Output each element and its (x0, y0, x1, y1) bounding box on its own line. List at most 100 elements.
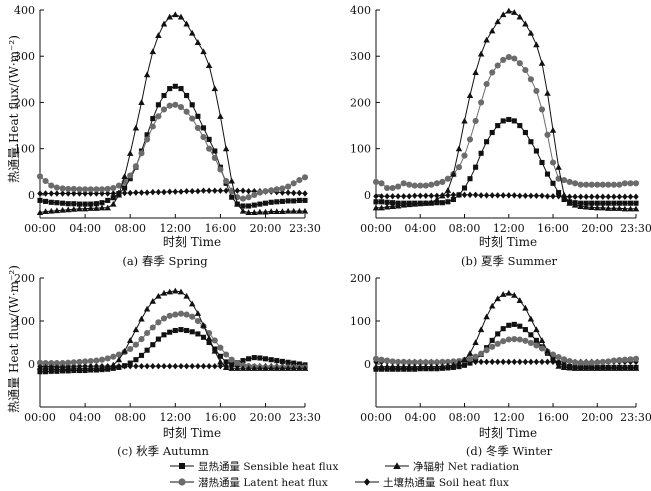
panel-caption: (d) 冬季 Winter (466, 444, 553, 458)
diamond-point (183, 362, 190, 370)
diamond-point (605, 193, 612, 200)
diamond-point (178, 362, 184, 370)
y-tick-label: 100 (14, 143, 35, 156)
x-tick-label: 00:00 (24, 222, 56, 235)
circle-point (217, 166, 224, 173)
circle-point (561, 356, 568, 363)
triangle-point (538, 59, 546, 66)
triangle-point (505, 7, 513, 14)
circle-point (544, 131, 551, 138)
circle-point (48, 182, 55, 189)
square-point (268, 199, 274, 205)
diamond-point (302, 190, 308, 197)
circle-point (472, 117, 479, 124)
diamond-point (161, 362, 167, 370)
circle-point (149, 123, 156, 130)
diamond-point (127, 189, 133, 197)
series-sensible (37, 83, 308, 209)
y-tick-label: 100 (14, 315, 35, 328)
diamond-point (138, 189, 145, 196)
triangle-point (194, 39, 202, 45)
square-point (489, 337, 495, 343)
diamond-point (506, 358, 512, 366)
circle-point (70, 185, 77, 192)
diamond-marker-icon (363, 478, 371, 486)
diamond-point (206, 187, 212, 194)
triangle-point (149, 48, 157, 55)
series-soil (373, 191, 639, 200)
circle-point (538, 345, 546, 352)
square-point (257, 355, 263, 361)
circle-point (395, 183, 402, 190)
square-point (296, 197, 302, 203)
diamond-point (212, 362, 218, 370)
square-point (257, 201, 263, 207)
circle-point (223, 351, 230, 358)
triangle-point (205, 62, 213, 69)
circle-point (206, 145, 213, 152)
square-point (473, 164, 479, 170)
triangle-point (555, 163, 562, 170)
diamond-point (528, 358, 534, 366)
circle-point (433, 180, 440, 187)
circle-point (566, 357, 573, 365)
triangle-point (433, 196, 441, 203)
circle-point (444, 175, 451, 182)
square-point (522, 129, 528, 136)
circle-point (239, 195, 247, 202)
circle-point (98, 356, 106, 363)
circle-point (138, 150, 145, 157)
diamond-point (478, 358, 484, 366)
diamond-point (594, 193, 601, 200)
diamond-point (245, 187, 252, 195)
circle-point (65, 185, 72, 192)
x-tick-label: 12:00 (159, 222, 191, 235)
circle-point (104, 355, 111, 362)
square-point (533, 148, 539, 154)
diamond-point (445, 192, 451, 199)
diamond-point (296, 189, 303, 197)
circle-point (211, 337, 218, 344)
square-point (511, 118, 517, 124)
y-tick-label: 100 (350, 143, 371, 156)
square-point (467, 176, 473, 182)
square-point (138, 352, 145, 358)
circle-point (455, 164, 463, 171)
diamond-point (539, 192, 545, 200)
triangle-point (461, 117, 468, 124)
circle-point (110, 353, 117, 360)
circle-point (296, 177, 303, 184)
square-point (122, 363, 128, 369)
diamond-point (472, 191, 479, 199)
square-point (378, 199, 385, 205)
circle-point (262, 188, 269, 195)
square-point (167, 329, 173, 335)
circle-point (422, 182, 429, 189)
circle-point (82, 358, 89, 365)
x-tick-label: 20:00 (581, 222, 613, 235)
x-tick-label: 16:00 (205, 222, 237, 235)
circle-point (478, 99, 485, 106)
circle-point (549, 159, 557, 166)
square-point (167, 86, 173, 92)
square-point (150, 116, 156, 122)
circle-point (268, 187, 275, 194)
square-point (500, 326, 506, 332)
plot-area: 0 100 200 300 400 00:00 04:00 08:00 12:00 16:00 20… (350, 4, 651, 235)
y-axis-label: 热通量 Heat flux/(W·m⁻²) (7, 265, 21, 413)
diamond-point (583, 193, 589, 200)
circle-point (177, 104, 185, 111)
x-axis-label: 时刻 Time (479, 426, 537, 440)
x-axis-label: 时刻 Time (163, 426, 221, 440)
triangle-point (538, 337, 546, 343)
square-point (484, 139, 490, 145)
circle-point (36, 173, 44, 180)
square-point (60, 200, 66, 206)
triangle-point (533, 41, 540, 48)
circle-point (144, 329, 151, 337)
x-tick-label: 23:30 (620, 411, 651, 424)
circle-point (155, 113, 162, 120)
square-point (223, 359, 229, 365)
circle-point (70, 359, 77, 366)
diamond-point (489, 192, 495, 199)
